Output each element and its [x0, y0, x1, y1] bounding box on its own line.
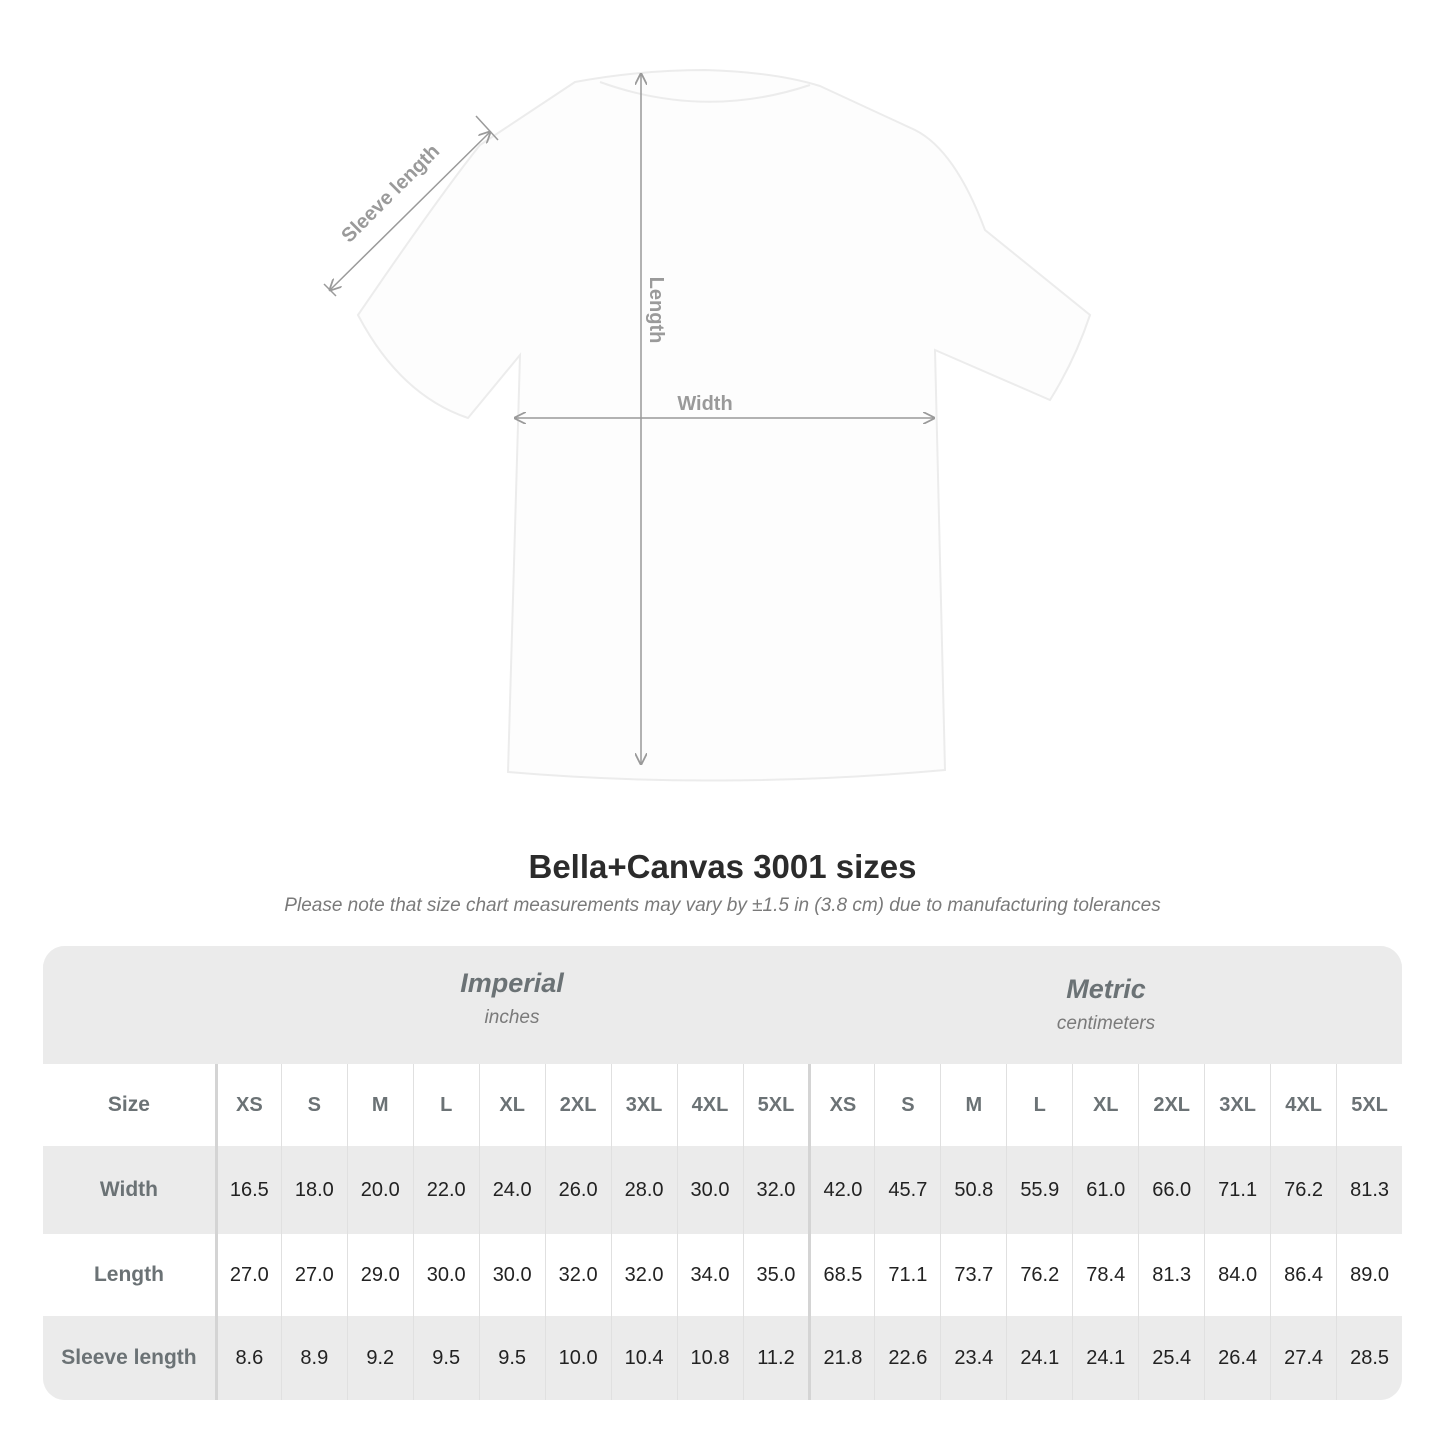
imperial-value-cell: 35.0 — [742, 1234, 809, 1316]
metric-value-cell: 78.4 — [1072, 1234, 1138, 1316]
table-row: Width 16.5 18.0 20.0 22.0 24.0 26.0 28.0 30.0 32.… — [43, 1146, 1402, 1234]
metric-header: Metric centimeters — [809, 974, 1402, 1035]
width-label: Width — [677, 393, 732, 415]
imperial-value-cell: 10.4 — [610, 1316, 677, 1400]
imperial-value-cell: 32.0 — [544, 1234, 611, 1316]
imperial-value-cell: 28.0 — [610, 1146, 677, 1234]
metric-value-cell: 28.5 — [1336, 1316, 1402, 1400]
size-header-imperial: 5XL — [742, 1064, 809, 1146]
page-title: Bella+Canvas 3001 sizes — [528, 848, 917, 885]
imperial-value-cell: 34.0 — [676, 1234, 743, 1316]
size-header-imperial: L — [412, 1064, 479, 1146]
metric-title: Metric — [1066, 974, 1146, 1004]
tshirt-shape — [356, 68, 1092, 782]
sleeve-measure-line — [330, 132, 490, 290]
size-header-row: Size XS S M L XL 2XL 3XL 4XL 5XL XS S M L XL 2XL 3XL 4XL 5… — [43, 1064, 1402, 1146]
size-header-metric: L — [1006, 1064, 1072, 1146]
size-header-imperial: M — [346, 1064, 413, 1146]
metric-value-cell: 26.4 — [1204, 1316, 1270, 1400]
size-header-metric: 2XL — [1138, 1064, 1204, 1146]
metric-value-cell: 42.0 — [808, 1146, 874, 1234]
metric-value-cell: 81.3 — [1336, 1146, 1402, 1234]
metric-value-cell: 45.7 — [874, 1146, 940, 1234]
metric-value-cell: 61.0 — [1072, 1146, 1138, 1234]
imperial-value-cell: 27.0 — [214, 1234, 281, 1316]
metric-value-cell: 66.0 — [1138, 1146, 1204, 1234]
row-label: Width — [99, 1178, 158, 1201]
imperial-value-cell: 30.0 — [676, 1146, 743, 1234]
imperial-value-cell: 24.0 — [478, 1146, 545, 1234]
metric-value-cell: 24.1 — [1006, 1316, 1072, 1400]
size-header-metric: 5XL — [1336, 1064, 1402, 1146]
imperial-value-cell: 22.0 — [412, 1146, 479, 1234]
size-header-metric: 3XL — [1204, 1064, 1270, 1146]
metric-value-cell: 27.4 — [1270, 1316, 1336, 1400]
page-subtitle: Please note that size chart measurements… — [284, 895, 1161, 916]
imperial-title: Imperial — [460, 968, 564, 998]
row-label: Sleeve length — [61, 1346, 197, 1369]
size-header-metric: M — [940, 1064, 1006, 1146]
imperial-value-cell: 20.0 — [346, 1146, 413, 1234]
metric-value-cell: 21.8 — [808, 1316, 874, 1400]
metric-value-cell: 22.6 — [874, 1316, 940, 1400]
row-label: Length — [93, 1263, 164, 1286]
imperial-value-cell: 30.0 — [412, 1234, 479, 1316]
imperial-header: Imperial inches — [215, 968, 809, 1029]
metric-value-cell: 68.5 — [808, 1234, 874, 1316]
table-row: Sleeve length 8.6 8.9 9.2 9.5 9.5 10.0 10.4 10.8… — [43, 1316, 1402, 1400]
metric-value-cell: 25.4 — [1138, 1316, 1204, 1400]
imperial-unit: inches — [484, 1007, 540, 1028]
metric-value-cell: 71.1 — [874, 1234, 940, 1316]
imperial-value-cell: 9.2 — [346, 1316, 413, 1400]
size-header-metric: 4XL — [1270, 1064, 1336, 1146]
table-row: Length 27.0 27.0 29.0 30.0 30.0 32.0 32.0 34.0 35… — [43, 1234, 1402, 1316]
tshirt-diagram: Sleeve length Length Width — [323, 68, 1092, 782]
metric-value-cell: 71.1 — [1204, 1146, 1270, 1234]
metric-value-cell: 76.2 — [1270, 1146, 1336, 1234]
imperial-value-cell: 10.0 — [544, 1316, 611, 1400]
size-header-imperial: XS — [214, 1064, 281, 1146]
imperial-value-cell: 10.8 — [676, 1316, 743, 1400]
size-label: Size — [107, 1093, 150, 1116]
metric-value-cell: 73.7 — [940, 1234, 1006, 1316]
imperial-value-cell: 30.0 — [478, 1234, 545, 1316]
metric-value-cell: 84.0 — [1204, 1234, 1270, 1316]
metric-value-cell: 24.1 — [1072, 1316, 1138, 1400]
imperial-value-cell: 27.0 — [280, 1234, 347, 1316]
metric-value-cell: 50.8 — [940, 1146, 1006, 1234]
size-header-imperial: 3XL — [610, 1064, 677, 1146]
metric-value-cell: 86.4 — [1270, 1234, 1336, 1316]
imperial-value-cell: 16.5 — [214, 1146, 281, 1234]
metric-value-cell: 55.9 — [1006, 1146, 1072, 1234]
metric-value-cell: 76.2 — [1006, 1234, 1072, 1316]
size-header-imperial: S — [280, 1064, 347, 1146]
imperial-value-cell: 29.0 — [346, 1234, 413, 1316]
size-header-metric: S — [874, 1064, 940, 1146]
imperial-value-cell: 11.2 — [742, 1316, 809, 1400]
size-header-imperial: XL — [478, 1064, 545, 1146]
metric-value-cell: 89.0 — [1336, 1234, 1402, 1316]
unit-header: Imperial inches Metric centimeters — [43, 946, 1402, 1064]
size-header-imperial: 4XL — [676, 1064, 743, 1146]
imperial-value-cell: 18.0 — [280, 1146, 347, 1234]
imperial-value-cell: 32.0 — [610, 1234, 677, 1316]
imperial-value-cell: 9.5 — [478, 1316, 545, 1400]
metric-value-cell: 81.3 — [1138, 1234, 1204, 1316]
imperial-value-cell: 32.0 — [742, 1146, 809, 1234]
metric-value-cell: 23.4 — [940, 1316, 1006, 1400]
size-header-metric: XS — [808, 1064, 874, 1146]
imperial-value-cell: 8.6 — [214, 1316, 281, 1400]
size-header-imperial: 2XL — [544, 1064, 611, 1146]
length-label: Length — [645, 277, 667, 344]
size-table: Imperial inches Metric centimeters Size X… — [43, 946, 1402, 1400]
size-header-metric: XL — [1072, 1064, 1138, 1146]
metric-unit: centimeters — [1056, 1013, 1156, 1034]
imperial-value-cell: 9.5 — [412, 1316, 479, 1400]
imperial-value-cell: 26.0 — [544, 1146, 611, 1234]
imperial-value-cell: 8.9 — [280, 1316, 347, 1400]
